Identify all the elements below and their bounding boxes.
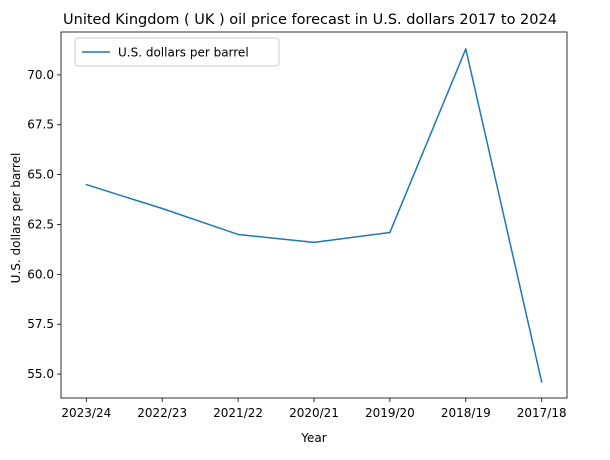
legend: U.S. dollars per barrel xyxy=(74,37,280,67)
data-point xyxy=(161,207,163,210)
y-tick-label: 65.0 xyxy=(27,168,54,182)
series-layer xyxy=(85,48,543,383)
y-tick-label: 62.5 xyxy=(27,217,54,231)
x-tick-label: 2022/23 xyxy=(137,406,187,420)
y-tick-label: 60.0 xyxy=(27,267,54,281)
y-tick-label: 70.0 xyxy=(27,68,54,82)
y-axis: 55.0 57.5 60.0 62.5 65.0 67.5 70.0 xyxy=(27,68,61,381)
x-tick-label: 2020/21 xyxy=(289,406,339,420)
y-tick-label: 57.5 xyxy=(27,317,54,331)
data-point xyxy=(313,241,315,244)
x-tick-label: 2019/20 xyxy=(365,406,415,420)
chart-title: United Kingdom ( UK ) oil price forecast… xyxy=(63,12,557,28)
y-tick-label: 55.0 xyxy=(27,367,54,381)
data-point xyxy=(85,183,88,186)
data-point xyxy=(540,381,543,383)
legend-label: U.S. dollars per barrel xyxy=(118,46,249,60)
x-axis: 2023/24 2022/23 2021/22 2020/21 2019/20 2018/… xyxy=(61,398,567,420)
y-tick-label: 67.5 xyxy=(27,118,54,132)
x-tick-label: 2018/19 xyxy=(441,406,491,420)
y-axis-label: U.S. dollars per barrel xyxy=(9,153,23,284)
data-point xyxy=(389,231,391,234)
x-tick-label: 2017/18 xyxy=(517,406,567,420)
x-tick-label: 2021/22 xyxy=(213,406,263,420)
x-axis-label: Year xyxy=(300,431,326,445)
data-point xyxy=(237,233,239,236)
legend-box xyxy=(74,37,280,67)
data-point xyxy=(465,48,467,50)
x-tick-label: 2023/24 xyxy=(61,406,111,420)
